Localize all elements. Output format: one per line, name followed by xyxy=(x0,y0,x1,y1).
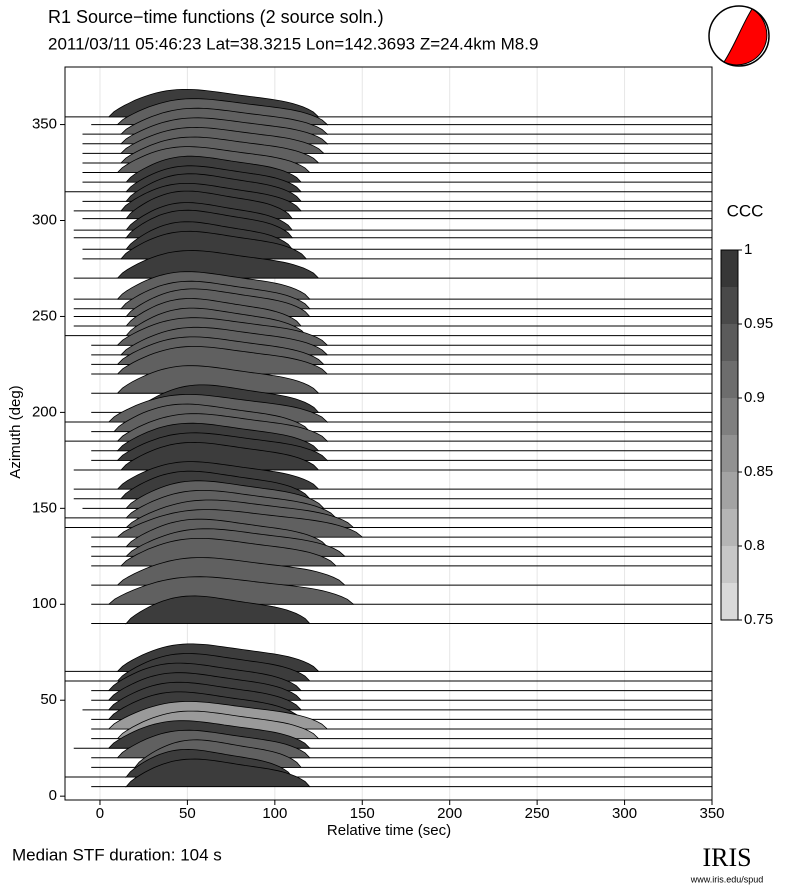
colorbar-tick-label: 0.75 xyxy=(744,611,773,628)
colorbar-block xyxy=(721,435,738,472)
colorbar-label: CCC xyxy=(727,201,764,220)
colorbar-block xyxy=(721,509,738,546)
trace-stf xyxy=(120,230,308,260)
y-tick-label: 50 xyxy=(40,691,57,708)
trace-stf xyxy=(117,346,328,375)
trace-stf xyxy=(116,250,319,279)
x-axis-label: Relative time (sec) xyxy=(327,822,451,839)
trace-stf xyxy=(125,758,311,788)
trace-stf xyxy=(108,576,355,605)
y-tick-label: 150 xyxy=(32,499,57,516)
x-tick-label: 300 xyxy=(612,805,637,822)
colorbar-tick-label: 0.9 xyxy=(744,389,765,406)
colorbar-tick-label: 1 xyxy=(744,241,752,258)
colorbar-block xyxy=(721,324,738,361)
beachball xyxy=(708,5,770,67)
y-tick-label: 0 xyxy=(49,787,57,804)
x-tick-label: 150 xyxy=(350,805,375,822)
trace-stf xyxy=(119,441,319,471)
x-tick-label: 200 xyxy=(437,805,462,822)
colorbar-block xyxy=(721,398,738,435)
y-tick-label: 200 xyxy=(32,403,57,420)
colorbar-block xyxy=(721,361,738,398)
y-tick-label: 100 xyxy=(32,595,57,612)
footer: Median STF duration: 104 s xyxy=(12,845,222,864)
trace-stf xyxy=(117,365,320,394)
x-tick-label: 100 xyxy=(262,805,287,822)
x-tick-label: 50 xyxy=(179,805,196,822)
colorbar-tick-label: 0.95 xyxy=(744,315,773,332)
colorbar-block xyxy=(721,472,738,509)
colorbar-block xyxy=(721,250,738,287)
logo-url: www.iris.edu/spud xyxy=(690,874,764,884)
y-tick-label: 350 xyxy=(32,116,57,133)
colorbar-frame xyxy=(720,249,739,621)
y-tick-label: 250 xyxy=(32,307,57,324)
trace-stf xyxy=(120,538,337,567)
chart-subtitle: 2011/03/11 05:46:23 Lat=38.3215 Lon=142.… xyxy=(48,34,538,53)
colorbar-tick-label: 0.85 xyxy=(744,463,773,480)
logo: IRIS xyxy=(702,843,751,872)
x-tick-label: 350 xyxy=(699,805,724,822)
colorbar-tick-label: 0.8 xyxy=(744,537,765,554)
trace-stf xyxy=(125,595,311,625)
x-tick-label: 250 xyxy=(525,805,550,822)
colorbar-block xyxy=(721,546,738,583)
chart-title: R1 Source−time functions (2 source soln.… xyxy=(48,7,384,27)
colorbar-block xyxy=(721,583,738,620)
plot-frame xyxy=(64,66,713,801)
y-tick-label: 300 xyxy=(32,211,57,228)
x-tick-label: 0 xyxy=(96,805,104,822)
colorbar-block xyxy=(721,287,738,324)
y-axis-label: Azimuth (deg) xyxy=(7,385,24,478)
